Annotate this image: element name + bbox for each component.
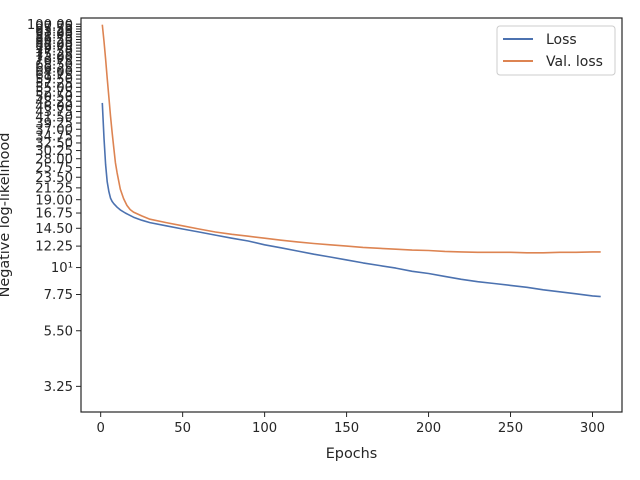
y-tick-label: 97.75 [35,20,73,35]
y-tick-label: 50.50 [35,90,73,105]
y-tick-label: 12.25 [35,240,73,255]
y-tick-label: 77.50 [35,45,73,60]
y-tick-label: 16.75 [35,207,73,222]
plot-frame [80,17,623,413]
series-line-loss [101,102,601,298]
x-tick-label: 100 [252,421,277,436]
y-tick-label: 43.75 [35,105,73,120]
y-tick-label: 34.75 [35,129,73,144]
series-layer [101,24,601,298]
y-tick-label: 46.00 [35,100,73,115]
y-tick-label: 23.50 [35,171,73,186]
y-tick-label: 32.50 [35,137,73,152]
x-tick-label: 200 [416,421,441,436]
y-tick-label: 7.75 [44,288,73,303]
y-tick-label: 10¹ [51,261,73,276]
y-tick-label: 5.50 [44,324,73,339]
y-tick-label: 61.75 [35,69,73,84]
x-axis: 0 50 100 150 200 250 300 [96,412,605,436]
y-tick-label: 75.25 [35,48,73,63]
y-tick-label: 14.50 [35,222,73,237]
y-tick-label: 66.25 [35,61,73,76]
y-tick-label: 59.50 [35,73,73,88]
y-tick-label: 70.75 [35,54,73,69]
y-tick-label: 25.75 [35,161,73,176]
y-tick-label: 21.25 [35,181,73,196]
y-tick-label: 86.50 [35,33,73,48]
y-tick-label: 84.25 [35,36,73,51]
y-tick-label: 52.75 [35,85,73,100]
legend-label-val-loss: Val. loss [546,54,603,70]
y-axis-label: Negative log-likelihood [0,133,13,298]
x-tick-label: 150 [334,421,359,436]
y-tick-label: 68.50 [35,58,73,73]
y-tick-label: 37.00 [35,123,73,138]
y-tick-label: 95.50 [35,23,73,38]
y-tick-label: 91.00 [35,28,73,43]
y-tick-label: 28.00 [35,152,73,167]
y-tick-label: 39.25 [35,117,73,132]
y-tick-label: 64.00 [35,65,73,80]
y-tick-label: 82.00 [35,39,73,54]
x-tick-label: 300 [580,421,605,436]
y-tick-label: 48.25 [35,95,73,110]
y-tick-label: 100.00 [27,18,73,33]
x-tick-label: 0 [96,421,104,436]
y-axis: 3.25 5.50 7.75 10¹ 12.25 14.5016.7519.0021.25… [27,18,81,395]
y-tick-label: 3.25 [44,380,73,395]
x-tick-label: 50 [174,421,191,436]
y-tick-label: 41.50 [35,111,73,126]
legend: Loss Val. loss [496,25,616,76]
y-tick-label: 93.25 [35,25,73,40]
y-tick-label: 79.75 [35,42,73,57]
y-tick-label: 57.25 [35,77,73,92]
plot-background [81,18,622,412]
legend-label-loss: Loss [546,32,577,48]
y-tick-label: 55.00 [35,81,73,96]
y-tick-label: 73.00 [35,51,73,66]
y-tick-label: 19.00 [35,193,73,208]
y-tick-label: 30.25 [35,144,73,159]
series-line-val-loss [101,24,601,254]
x-tick-label: 250 [498,421,523,436]
y-tick-label: 88.75 [35,30,73,45]
x-axis-label: Epochs [326,446,378,462]
